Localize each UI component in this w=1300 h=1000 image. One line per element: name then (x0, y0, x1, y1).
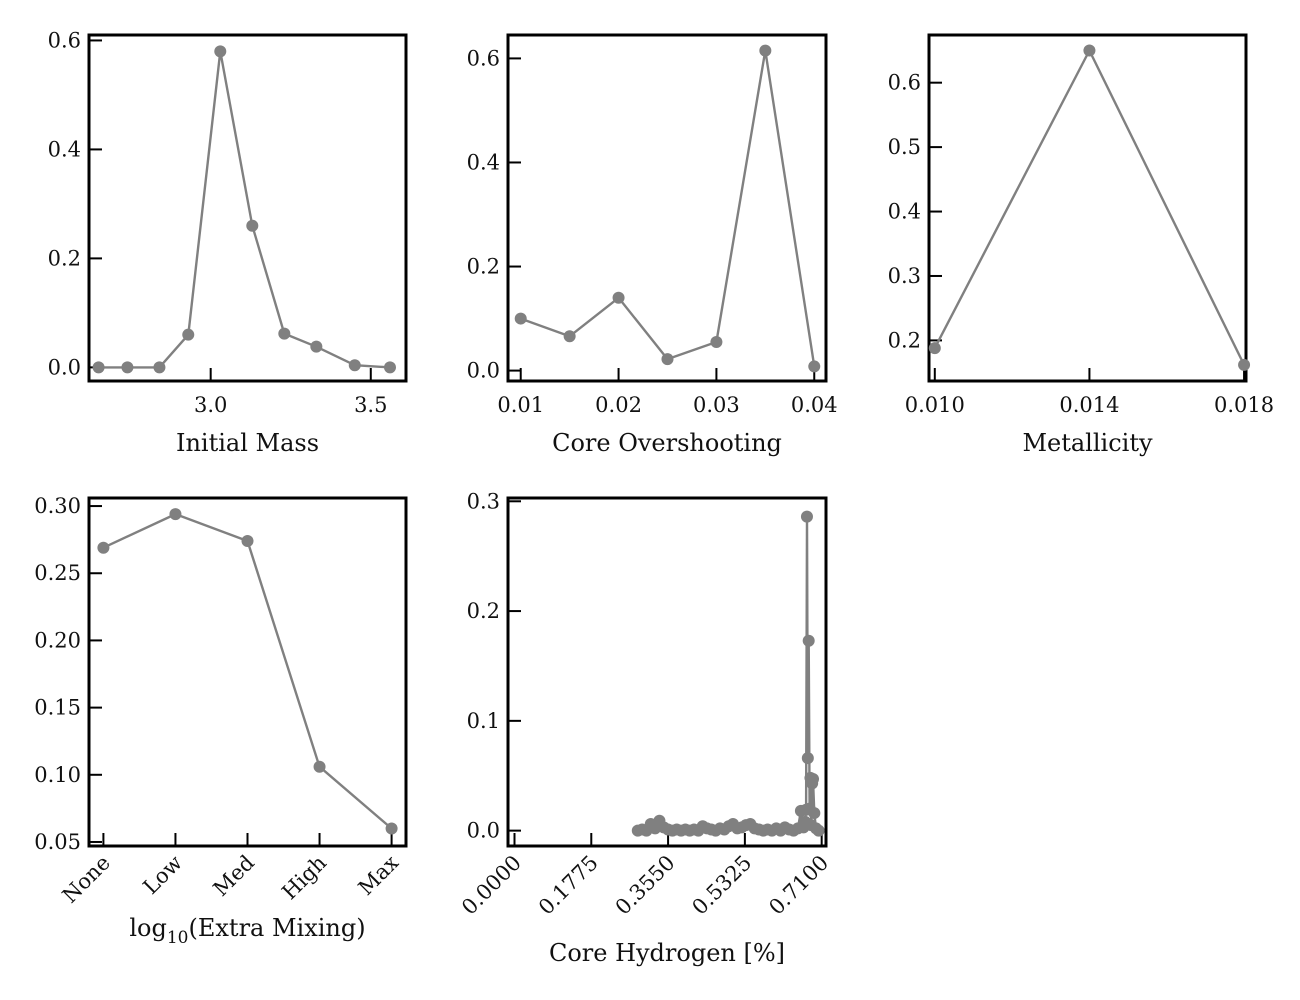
y-tick-label: 0.20 (34, 628, 81, 652)
data-point (563, 330, 576, 343)
data-point (1083, 44, 1096, 57)
y-tick-label: 0.1 (467, 709, 500, 733)
y-tick-label: 0.2 (467, 599, 500, 623)
x-axis-label: Core Hydrogen [%] (549, 939, 785, 967)
plot-frame (506, 33, 828, 383)
data-point (514, 312, 527, 325)
data-point (153, 361, 166, 374)
series-line (102, 512, 393, 830)
plot-frame (927, 33, 1248, 383)
y-tick-label: 0.3 (467, 489, 500, 513)
x-tick-label: None (58, 851, 115, 908)
y-tick-label: 0.5 (888, 135, 921, 159)
x-tick-label: 0.04 (791, 393, 838, 417)
x-tick-label: 0.7100 (764, 851, 833, 920)
x-axis-label: Core Overshooting (552, 429, 782, 457)
y-tick-label: 0.30 (34, 494, 81, 518)
data-point (928, 342, 941, 355)
x-tick-label: 0.010 (905, 393, 965, 417)
data-point (710, 335, 723, 348)
y-tick-label: 0.2 (467, 255, 500, 279)
data-point (808, 807, 821, 820)
y-tick-label: 0.25 (34, 561, 81, 585)
x-tick-label: 0.1775 (534, 851, 603, 920)
x-tick-label: 0.3550 (611, 851, 680, 920)
x-tick-label: 0.018 (1214, 393, 1274, 417)
data-point (612, 291, 625, 304)
x-tick-label: Low (138, 851, 186, 899)
chart-panel-1: 0.0 0.2 0.4 0.6 3.0 3.5 Initial Mass (48, 28, 408, 457)
y-tick-label: 0.0 (467, 359, 500, 383)
plot-frame (87, 33, 408, 383)
data-point (348, 359, 361, 372)
series-line (98, 50, 391, 369)
data-point (97, 541, 110, 554)
data-point (310, 340, 323, 353)
data-point (385, 822, 398, 835)
x-tick-label: 0.02 (595, 393, 642, 417)
x-tick-label: 3.0 (194, 393, 227, 417)
data-point (1238, 358, 1251, 371)
chart-panel-3: 0.2 0.3 0.4 0.5 0.6 0.010 0.014 0.018 Metallicit… (888, 33, 1274, 457)
data-point (812, 824, 825, 837)
chart-panel-2: 0.0 0.2 0.4 0.6 0.01 0.02 0.03 0.04 Core Oversho… (467, 33, 838, 457)
y-tick-label: 0.10 (34, 763, 81, 787)
y-tick-label: 0.15 (34, 696, 81, 720)
data-point (802, 634, 815, 647)
data-point (182, 328, 195, 341)
y-tick-label: 0.4 (888, 200, 921, 224)
y-tick-label: 0.0 (467, 819, 500, 843)
data-point (801, 752, 814, 765)
data-point (808, 360, 821, 373)
x-tick-label: 0.014 (1059, 393, 1119, 417)
x-tick-label: 0.01 (497, 393, 544, 417)
data-point (278, 327, 291, 340)
data-point (121, 361, 134, 374)
series-line (520, 49, 816, 367)
x-tick-label: 3.5 (354, 393, 387, 417)
y-tick-label: 0.6 (467, 46, 500, 70)
x-tick-label: 0.03 (693, 393, 740, 417)
x-axis-label: Metallicity (1022, 429, 1153, 457)
chart-panel-5: 0.0 0.1 0.2 0.3 0.0000 0.1775 0.3550 0.5325 0.71… (457, 489, 833, 967)
data-point (92, 361, 105, 374)
x-axis-label: log10(Extra Mixing) (129, 914, 365, 948)
series-line (637, 515, 820, 832)
data-point (383, 361, 396, 374)
x-tick-label: High (277, 851, 331, 905)
data-point (800, 510, 813, 523)
y-tick-label: 0.0 (48, 355, 81, 379)
data-point (313, 760, 326, 773)
data-point (214, 45, 227, 58)
data-point (807, 773, 820, 786)
x-tick-label: 0.0000 (457, 851, 526, 920)
plot-frame (506, 496, 828, 848)
x-tick-label: 0.5325 (687, 851, 756, 920)
y-tick-label: 0.6 (888, 71, 921, 95)
data-point (241, 534, 254, 547)
x-axis-label: Initial Mass (176, 429, 319, 457)
y-tick-label: 0.05 (34, 830, 81, 854)
data-point (246, 219, 259, 232)
chart-panel-4: 0.05 0.10 0.15 0.20 0.25 0.30 None Low Med High Ma… (34, 494, 408, 948)
y-tick-label: 0.3 (888, 264, 921, 288)
data-point (759, 44, 772, 57)
x-tick-label: Max (354, 850, 404, 900)
y-tick-label: 0.4 (48, 137, 81, 161)
y-tick-label: 0.4 (467, 150, 500, 174)
y-tick-label: 0.2 (48, 246, 81, 270)
y-tick-label: 0.6 (48, 28, 81, 52)
plot-frame (87, 496, 408, 848)
series-line (933, 49, 1246, 366)
data-point (169, 508, 182, 521)
y-tick-label: 0.2 (888, 328, 921, 352)
data-point (661, 353, 674, 366)
x-tick-label: Med (209, 851, 259, 901)
